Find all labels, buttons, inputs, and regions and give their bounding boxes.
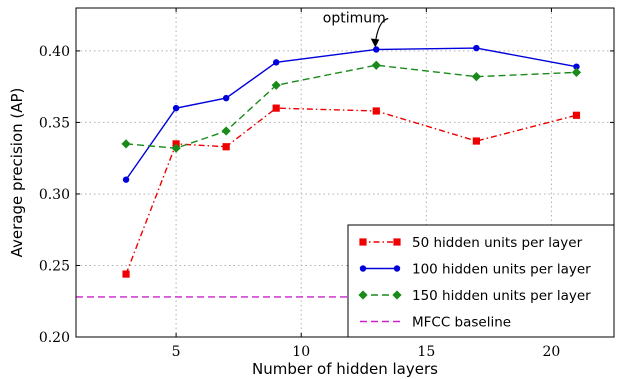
x-tick-label: 10: [292, 344, 310, 360]
50-hidden-units-per-layer-marker: [272, 104, 280, 112]
legend-label-150-hidden-units-per-layer: 150 hidden units per layer: [412, 288, 591, 304]
150-hidden-units-per-layer-marker: [121, 139, 131, 149]
100-hidden-units-per-layer-line: [125, 47, 577, 181]
annotation-layer: optimum: [323, 10, 389, 48]
150-hidden-units-per-layer-marker: [471, 72, 481, 82]
100-hidden-units-per-layer-marker: [573, 63, 580, 70]
optimum-arrow-head: [370, 38, 380, 48]
50-hidden-units-per-layer-marker: [572, 111, 581, 119]
150-hidden-units-per-layer-marker: [371, 60, 381, 70]
50-hidden-units-per-layer-marker: [222, 143, 230, 151]
legend-100-hidden-units-per-layer-marker: [393, 265, 401, 272]
y-tick-label: 0.30: [39, 187, 70, 203]
y-tick-label: 0.25: [39, 258, 70, 274]
50-hidden-units-per-layer-marker: [372, 107, 380, 115]
50-hidden-units-per-layer-marker: [472, 137, 480, 145]
150-hidden-units-per-layer-marker: [571, 67, 582, 77]
100-hidden-units-per-layer-marker: [473, 44, 480, 52]
legend: 50 hidden units per layer 100 hidden unit…: [347, 224, 615, 338]
y-axis-label: Average precision (AP): [8, 88, 26, 258]
legend-50-hidden-units-per-layer-marker: [359, 238, 367, 246]
y-tick-label: 0.40: [39, 44, 70, 60]
x-tick-label: 15: [417, 344, 435, 360]
legend-box: [347, 224, 615, 338]
legend-entry-150-hidden-units-per-layer: 150 hidden units per layer: [358, 288, 591, 304]
y-tick-label: 0.20: [39, 330, 70, 346]
series-layer: [76, 44, 614, 298]
series-100-hidden-units-per-layer: [122, 44, 580, 183]
150-hidden-units-per-layer-line: [125, 64, 577, 149]
legend-50-hidden-units-per-layer-marker: [393, 238, 401, 246]
100-hidden-units-per-layer-marker: [122, 176, 130, 183]
legend-150-hidden-units-per-layer-marker: [392, 290, 402, 300]
legend-entry-100-hidden-units-per-layer: 100 hidden units per layer: [359, 262, 591, 278]
legend-150-hidden-units-per-layer-marker: [358, 290, 368, 300]
y-tick-label: 0.35: [39, 115, 70, 131]
legend-label-50-hidden-units-per-layer: 50 hidden units per layer: [412, 235, 583, 251]
150-hidden-units-per-layer-marker: [171, 143, 181, 153]
100-hidden-units-per-layer-marker: [172, 104, 180, 112]
100-hidden-units-per-layer-marker: [222, 94, 230, 102]
axis-ticks: 5 10 15 20 0.20 0.25 0.30 0.35 0.40: [39, 8, 614, 360]
legend-entry-50-hidden-units-per-layer: 50 hidden units per layer: [359, 235, 583, 251]
plot-frame: [75, 7, 615, 338]
150-hidden-units-per-layer-marker: [271, 80, 281, 90]
grid-lines: [76, 8, 614, 337]
100-hidden-units-per-layer-marker: [272, 59, 280, 66]
legend-label-100-hidden-units-per-layer: 100 hidden units per layer: [412, 262, 591, 278]
50-hidden-units-per-layer-marker: [122, 270, 130, 278]
100-hidden-units-per-layer-marker: [373, 46, 380, 53]
series-150-hidden-units-per-layer: [121, 60, 582, 153]
x-axis-label: Number of hidden layers: [252, 360, 438, 378]
legend-label-mfcc-baseline: MFCC baseline: [412, 315, 511, 331]
150-hidden-units-per-layer-marker: [221, 126, 231, 136]
optimum-annotation-text: optimum: [323, 10, 386, 26]
x-tick-label: 5: [172, 344, 181, 360]
legend-entry-mfcc-baseline: MFCC baseline: [360, 315, 511, 331]
legend-100-hidden-units-per-layer-marker: [359, 265, 367, 272]
x-tick-label: 20: [543, 344, 561, 360]
